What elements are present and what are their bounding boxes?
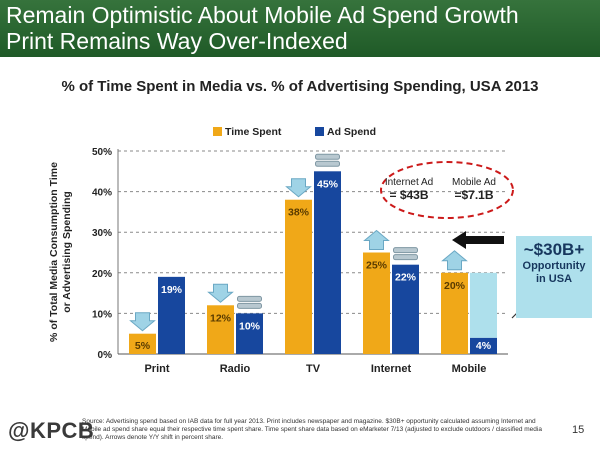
opportunity-gap (470, 272, 497, 338)
internet-ad-value: = $43B (389, 188, 428, 202)
bar (470, 337, 497, 354)
data-label: 4% (476, 340, 492, 352)
x-tick-label: Mobile (452, 363, 487, 375)
legend-swatch (315, 127, 324, 136)
legend-label: Ad Spend (327, 126, 376, 138)
data-label: 20% (444, 280, 466, 292)
mobile-ad-label: Mobile Ad (452, 177, 496, 188)
y-tick-label: 20% (92, 269, 112, 280)
kpcb-logo: @KPCB (8, 418, 95, 443)
shift-arrow-icon (315, 160, 340, 167)
opportunity-callout: ~$30B+ Opportunity in USA (516, 236, 592, 318)
shift-arrow-icon (363, 229, 390, 250)
x-tick-label: Radio (220, 363, 251, 375)
slide-footer: @KPCB Source: Advertising spend based on… (0, 408, 600, 450)
y-tick-label: 50% (92, 147, 112, 158)
bar (392, 264, 419, 354)
shift-arrow-icon (285, 178, 312, 198)
data-label: 25% (366, 260, 388, 272)
shift-arrow-icon (315, 153, 340, 160)
mobile-ad-value: =$7.1B (454, 188, 493, 202)
bar (207, 305, 234, 354)
y-tick-label: 30% (92, 228, 112, 239)
slide-title-line1: Remain Optimistic About Mobile Ad Spend … (6, 2, 519, 28)
data-label: 12% (210, 312, 232, 324)
x-tick-label: Print (144, 363, 169, 375)
internet-ad-label: Internet Ad (385, 177, 433, 188)
left-arrow-icon (452, 231, 504, 249)
bar (363, 252, 390, 354)
data-label: 22% (395, 272, 417, 284)
bar (314, 171, 341, 354)
y-tick-label: 10% (92, 309, 112, 320)
data-label: 38% (288, 207, 310, 219)
shift-arrow-icon (393, 247, 418, 254)
shift-arrow-icon (129, 312, 156, 332)
data-label: 19% (161, 284, 183, 296)
data-label: 5% (135, 340, 151, 352)
x-tick-label: TV (306, 363, 321, 375)
shift-arrow-icon (441, 250, 468, 271)
shift-arrow-icon (237, 295, 262, 302)
bar (129, 333, 156, 354)
slide-title-line2: Print Remains Way Over-Indexed (6, 28, 348, 54)
bar (236, 313, 263, 354)
opportunity-value: ~$30B+ (523, 240, 585, 259)
data-label: 45% (317, 178, 339, 190)
x-tick-label: Internet (371, 363, 412, 375)
annotation-ellipse (380, 161, 514, 219)
y-axis-label: % of Total Media Consumption Time (48, 162, 60, 342)
opportunity-line1: Opportunity (522, 260, 586, 272)
page-number: 15 (572, 424, 585, 436)
bar (441, 272, 468, 354)
slide-header: Remain Optimistic About Mobile Ad Spend … (0, 0, 600, 57)
y-tick-label: 0% (98, 350, 113, 361)
legend-swatch (213, 127, 222, 136)
data-label: 10% (239, 320, 261, 332)
shift-arrow-icon (237, 302, 262, 309)
chart-title: % of Time Spent in Media vs. % of Advert… (61, 78, 539, 95)
source-note: Source: Advertising spend based on IAB d… (82, 418, 542, 441)
legend-label: Time Spent (225, 126, 282, 138)
y-tick-label: 40% (92, 188, 112, 199)
opportunity-line2: in USA (535, 273, 573, 285)
bar (158, 276, 185, 354)
bar (285, 199, 312, 354)
shift-arrow-icon (393, 254, 418, 261)
y-axis-label: or Advertising Spending (61, 191, 73, 313)
shift-arrow-icon (207, 283, 234, 303)
